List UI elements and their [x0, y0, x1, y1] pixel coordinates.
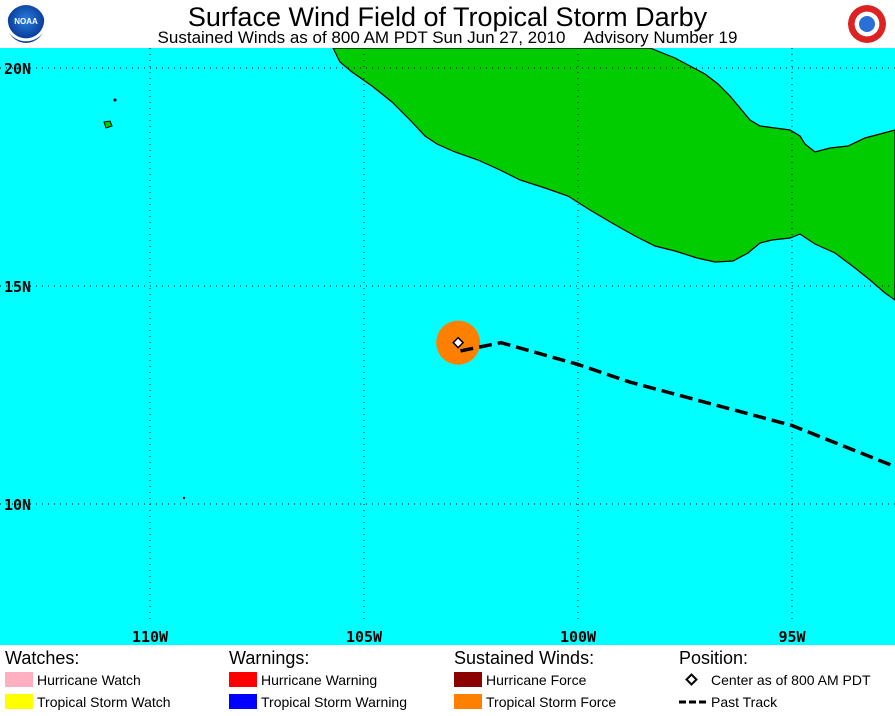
- legend-label: Tropical Storm Warning: [261, 694, 408, 710]
- map-title: Surface Wind Field of Tropical Storm Dar…: [187, 2, 708, 32]
- grid-labels: 20N 15N 10N 110W 105W 100W 95W: [4, 60, 807, 645]
- legend-label: Hurricane Watch: [37, 672, 141, 688]
- lon-label: 105W: [346, 628, 383, 645]
- map-subtitle: Sustained Winds as of 800 AM PDT Sun Jun…: [157, 28, 738, 47]
- noaa-logo-text: NOAA: [14, 17, 38, 26]
- island-small-2: [182, 496, 186, 500]
- lon-label: 110W: [132, 628, 169, 645]
- lon-label: 100W: [560, 628, 597, 645]
- legend-position-heading: Position:: [679, 648, 749, 668]
- header: NOAA Surface Wind Field of Tropical Stor…: [0, 0, 895, 48]
- dashed-line-icon: [679, 700, 709, 704]
- legend-label: Hurricane Force: [486, 672, 587, 688]
- legend-label: Hurricane Warning: [261, 672, 378, 688]
- hurricane-watch-swatch: [5, 672, 33, 687]
- tropical-storm-force-swatch: [454, 694, 482, 709]
- hurricane-force-swatch: [454, 672, 482, 687]
- storm-center-diamond-icon: [452, 336, 465, 349]
- legend-label: Center as of 800 AM PDT: [711, 672, 871, 688]
- diamond-icon: [685, 673, 698, 686]
- map-canvas: 20N 15N 10N 110W 105W 100W 95W: [0, 48, 895, 645]
- tropical-storm-watch-swatch: [5, 694, 33, 709]
- past-track-line: [457, 340, 892, 467]
- legend-label: Tropical Storm Force: [486, 694, 617, 710]
- lat-label: 10N: [4, 496, 31, 514]
- legend-winds-heading: Sustained Winds:: [454, 648, 595, 668]
- legend-warnings-heading: Warnings:: [229, 648, 310, 668]
- legend-label: Past Track: [711, 694, 778, 710]
- legend-label: Tropical Storm Watch: [37, 694, 171, 710]
- noaa-logo-icon: NOAA: [7, 5, 45, 43]
- nws-logo-icon: [848, 5, 886, 43]
- legend: Watches: Hurricane Watch Tropical Storm …: [0, 645, 895, 716]
- land-mainland: [332, 48, 895, 301]
- storm-map: 20N 15N 10N 110W 105W 100W 95W: [0, 48, 895, 645]
- tropical-storm-warning-swatch: [229, 694, 257, 709]
- lon-label: 95W: [778, 628, 806, 645]
- lat-label: 20N: [4, 60, 31, 78]
- lat-label: 15N: [4, 278, 31, 296]
- island-socorro: [103, 120, 113, 129]
- hurricane-warning-swatch: [229, 672, 257, 687]
- legend-watches-heading: Watches:: [5, 648, 80, 668]
- island-small-1: [113, 98, 117, 102]
